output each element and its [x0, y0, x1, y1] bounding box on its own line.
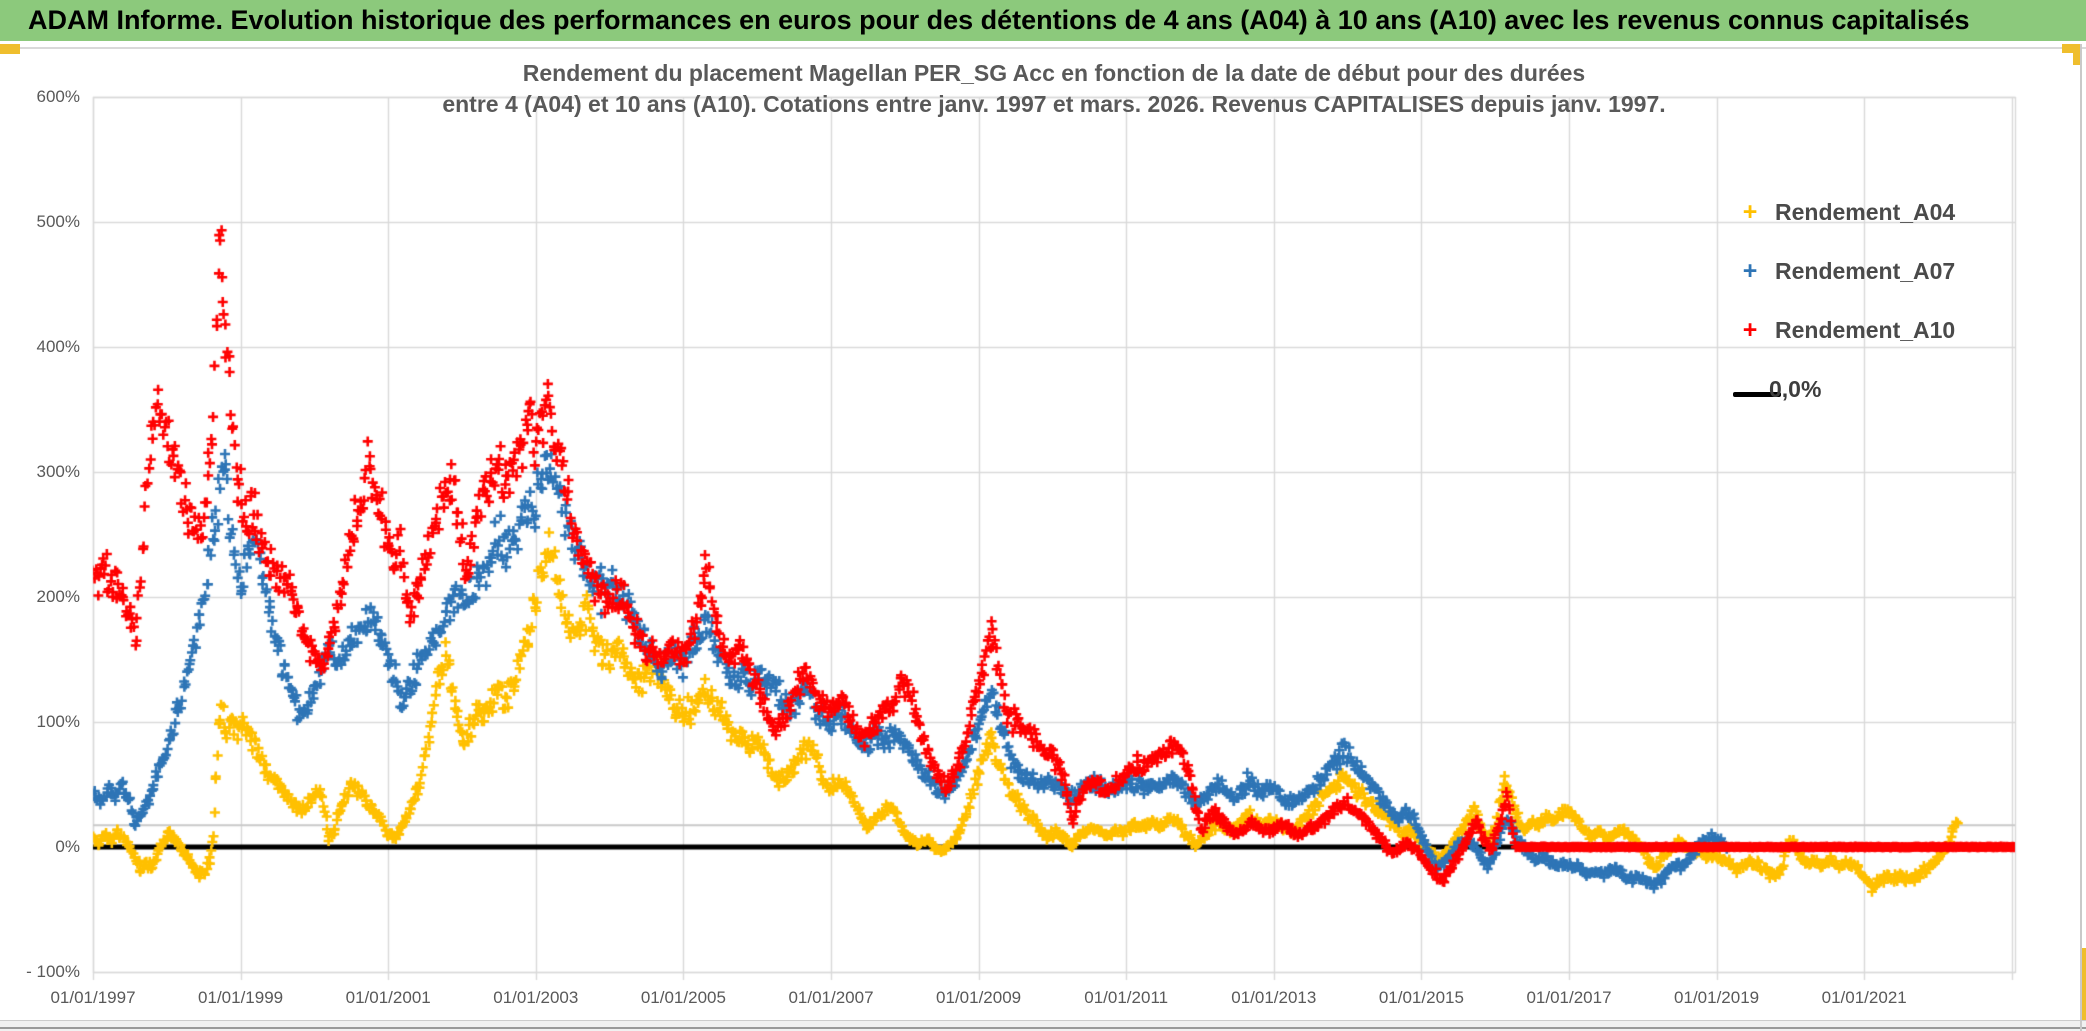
x-axis-tick-label: 01/01/2011 [1084, 988, 1169, 1007]
x-axis-tick-label: 01/01/2019 [1674, 988, 1760, 1007]
x-axis-tick-label: 01/01/2015 [1378, 988, 1464, 1007]
plus-marker-icon: + [1742, 316, 1758, 344]
y-axis-tick-label: 500% [36, 212, 80, 231]
x-axis-tick-label: 01/01/2021 [1821, 988, 1907, 1007]
legend-item-zero-line[interactable]: 0,0% [1733, 360, 2033, 419]
y-axis-tick-label: 0% [55, 837, 80, 856]
x-axis-tick-label: 01/01/2001 [345, 988, 431, 1007]
y-axis-tick-label: 300% [36, 462, 80, 481]
black-line-swatch [1733, 377, 1781, 402]
x-axis-tick-label: 01/01/2005 [640, 988, 726, 1007]
legend-item-rendement-a10[interactable]: + Rendement_A10 [1733, 301, 2033, 360]
x-axis-tick-label: 01/01/1997 [50, 988, 136, 1007]
x-axis-tick-label: 01/01/2017 [1526, 988, 1612, 1007]
x-axis-tick-label: 01/01/2007 [788, 988, 874, 1007]
legend-item-rendement-a04[interactable]: + Rendement_A04 [1733, 183, 2033, 242]
legend-label: Rendement_A10 [1775, 317, 1956, 343]
y-axis-tick-label: 200% [36, 587, 80, 606]
y-axis-tick-label: 400% [36, 337, 80, 356]
y-axis-tick-label: - 100% [26, 962, 80, 981]
y-axis-tick-label: 600% [36, 87, 80, 106]
chart-legend: + Rendement_A04 + Rendement_A07 + Rendem… [1733, 183, 2033, 419]
legend-label: Rendement_A04 [1775, 199, 1956, 225]
x-axis-tick-label: 01/01/2013 [1231, 988, 1317, 1007]
plus-marker-icon: + [1742, 198, 1758, 226]
legend-item-rendement-a07[interactable]: + Rendement_A07 [1733, 242, 2033, 301]
plus-marker-icon: + [1742, 257, 1758, 285]
legend-label: Rendement_A07 [1775, 258, 1956, 284]
y-axis-tick-label: 100% [36, 712, 80, 731]
x-axis-tick-label: 01/01/2009 [936, 988, 1022, 1007]
bottom-scrollbar-strip[interactable] [0, 1020, 2086, 1031]
chart-title-line1: Rendement du placement Magellan PER_SG A… [522, 60, 1586, 86]
x-axis-tick-label: 01/01/2003 [493, 988, 579, 1007]
legend-label: 0,0% [1769, 376, 1822, 402]
bottom-edge-line [0, 1027, 2086, 1029]
x-axis-tick-label: 01/01/1999 [198, 988, 284, 1007]
chart-title-line2: entre 4 (A04) et 10 ans (A10). Cotations… [442, 91, 1666, 117]
window-right-edge [2080, 44, 2082, 1031]
